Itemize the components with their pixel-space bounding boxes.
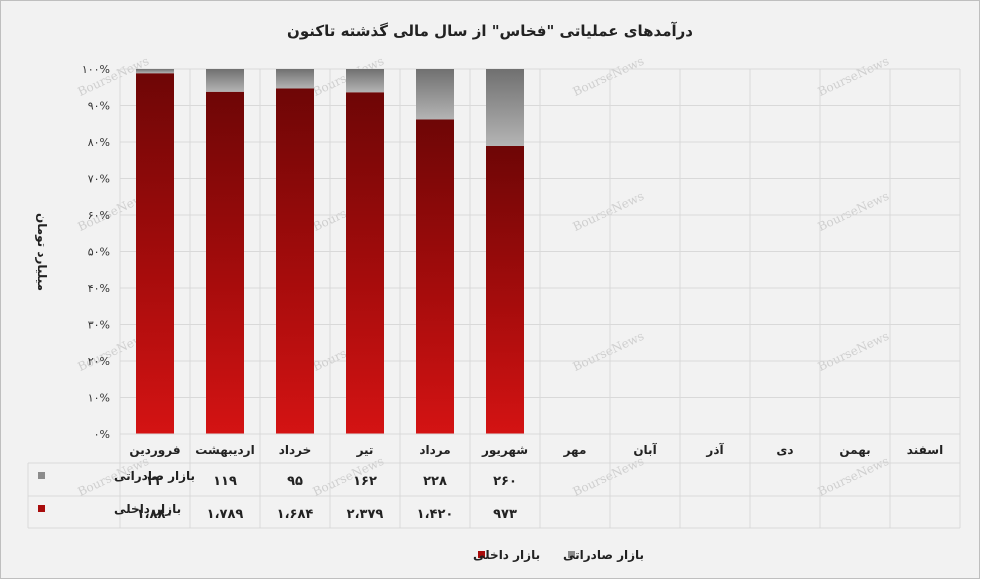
domestic-value-label: ۲،۳۷۹ xyxy=(347,507,384,522)
bar-export xyxy=(136,69,174,74)
y-tick-label: ۵۰% xyxy=(88,246,110,259)
y-tick-label: ۱۰% xyxy=(88,392,110,405)
y-tick-label: ۲۰% xyxy=(88,355,110,368)
export-value-label: ۱۱۹ xyxy=(213,474,237,489)
watermark-text: BourseNews xyxy=(816,454,892,499)
category-label: مرداد xyxy=(419,443,450,457)
domestic-value-label: ۱،۴۲۰ xyxy=(417,507,454,522)
chart-title: درآمدهای عملیاتی "فخاس" از سال مالی گذشت… xyxy=(287,22,693,40)
legend-label-export: بازار صادراتی xyxy=(563,548,644,562)
legend-label-domestic: بازار داخلی xyxy=(473,548,540,562)
watermark-text: BourseNews xyxy=(816,189,892,234)
export-value-label: ۹۵ xyxy=(287,474,303,489)
category-label: فروردین xyxy=(129,443,180,458)
row-legend-key xyxy=(38,505,45,512)
bar-export xyxy=(206,69,244,92)
bars xyxy=(136,69,524,435)
legend: بازار صادراتی بازار داخلی xyxy=(473,548,644,562)
watermark-text: BourseNews xyxy=(571,454,647,499)
y-tick-label: ۱۰۰% xyxy=(82,63,110,76)
bar-domestic xyxy=(206,91,244,434)
bar-export xyxy=(276,69,314,89)
domestic-value-label: ۱،۷۸۹ xyxy=(207,507,244,522)
data-table: فروردین ۲۲ ۱،۸۸۰ اردیبهشت ۱۱۹ ۱،۷۸۹ خرداد ۹۵ ۱،۶… xyxy=(27,433,960,529)
category-label: مهر xyxy=(563,443,587,457)
category-label: خرداد xyxy=(279,443,312,457)
category-label: تیر xyxy=(356,443,374,457)
watermark-text: BourseNews xyxy=(571,54,647,99)
category-label: اسفند xyxy=(907,443,943,457)
domestic-value-label: ۱،۸۸۰ xyxy=(137,507,174,522)
export-value-label: ۲۲۸ xyxy=(423,474,447,489)
export-value-label: ۲۶۰ xyxy=(493,474,517,489)
y-tick-label: ۸۰% xyxy=(88,136,110,149)
bar-domestic xyxy=(416,119,454,435)
bar-export xyxy=(486,69,524,146)
export-value-label: ۱۶۲ xyxy=(353,474,377,489)
category-label: شهریور xyxy=(481,443,528,458)
row-legend-key xyxy=(38,472,45,479)
watermark-text: BourseNews xyxy=(571,189,647,234)
watermark-text: BourseNews xyxy=(571,329,647,374)
category-label: آذر xyxy=(705,442,724,457)
category-label: آبان xyxy=(633,442,657,457)
domestic-value-label: ۹۷۳ xyxy=(493,507,517,522)
watermark-text: BourseNews xyxy=(816,54,892,99)
row-series-label: بازار صادراتی xyxy=(114,469,195,483)
y-tick-label: ۴۰% xyxy=(88,282,110,295)
bar-domestic xyxy=(486,145,524,435)
y-axis-ticks: ۰% ۱۰% ۲۰% ۳۰% ۴۰% ۵۰% ۶۰% ۷۰% ۸۰% ۹۰% ۱۰۰% xyxy=(82,63,110,441)
y-axis-label: میلیارد تومان xyxy=(34,213,49,291)
bar-export xyxy=(416,69,454,120)
bar-domestic xyxy=(136,73,174,435)
category-label: بهمن xyxy=(839,443,870,457)
legend-key-domestic xyxy=(478,551,485,558)
category-label: دی xyxy=(776,443,793,457)
watermark-layer: BourseNews BourseNews BourseNews BourseNews… xyxy=(76,54,892,499)
bar-domestic xyxy=(346,92,384,435)
row-series-label: بازار داخلی xyxy=(114,502,181,516)
y-tick-label: ۳۰% xyxy=(88,319,110,332)
y-tick-label: ۷۰% xyxy=(88,173,110,186)
export-value-label: ۲۲ xyxy=(147,474,163,489)
y-tick-label: ۰% xyxy=(94,428,110,441)
bar-export xyxy=(346,69,384,93)
category-label: اردیبهشت xyxy=(195,443,254,457)
y-tick-label: ۹۰% xyxy=(88,100,110,113)
watermark-text: BourseNews xyxy=(816,329,892,374)
y-tick-label: ۶۰% xyxy=(88,209,110,222)
domestic-value-label: ۱،۶۸۴ xyxy=(277,507,314,522)
y-gridlines xyxy=(119,68,961,528)
bar-domestic xyxy=(276,88,314,435)
legend-key-export xyxy=(568,551,575,558)
